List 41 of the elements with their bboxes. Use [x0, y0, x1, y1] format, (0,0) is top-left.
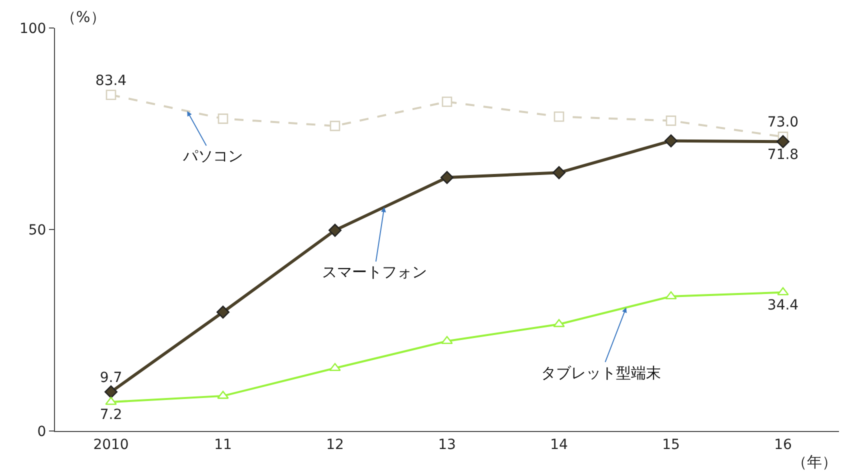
- y-axis-title: （%）: [61, 8, 106, 26]
- point: [106, 90, 116, 100]
- point: [330, 120, 340, 132]
- y-tick-label: 50: [28, 222, 46, 238]
- point: [440, 171, 454, 184]
- x-tick-label: 14: [550, 436, 568, 453]
- x-axis-title: （年）: [792, 453, 837, 471]
- point: [554, 112, 564, 122]
- series-label: スマートフォン: [322, 263, 427, 281]
- data-label: 83.4: [95, 72, 127, 89]
- series-label: パソコン: [182, 147, 243, 165]
- point: [218, 114, 228, 124]
- y-tick-label: 0: [37, 424, 46, 440]
- point: [777, 287, 789, 296]
- point: [776, 135, 790, 148]
- x-tick-label: 15: [662, 436, 680, 453]
- point: [105, 396, 117, 405]
- point: [328, 224, 342, 237]
- text: タブレット型端末: [541, 364, 661, 382]
- data-label: 71.8: [767, 146, 799, 163]
- point: [441, 336, 453, 344]
- x-tick-label: 16: [774, 436, 792, 453]
- x-tick-label: 11: [214, 436, 232, 453]
- point: [329, 362, 341, 372]
- point: [553, 319, 565, 328]
- x-tick-label: 12: [326, 436, 344, 453]
- point: [442, 96, 452, 107]
- data-label: 9.7: [100, 370, 122, 386]
- y-tick-label: 100: [19, 20, 46, 37]
- x-tick-label: 13: [438, 436, 456, 453]
- point: [552, 166, 566, 180]
- data-label: 73.0: [767, 114, 799, 131]
- point: [666, 116, 676, 126]
- point: [665, 291, 677, 300]
- x-tick-label: 2010: [93, 436, 129, 453]
- point: [216, 306, 230, 319]
- point: [104, 385, 118, 398]
- point: [217, 390, 229, 399]
- point: [664, 134, 678, 148]
- data-label: 7.2: [100, 407, 122, 424]
- data-label: 34.4: [767, 297, 799, 314]
